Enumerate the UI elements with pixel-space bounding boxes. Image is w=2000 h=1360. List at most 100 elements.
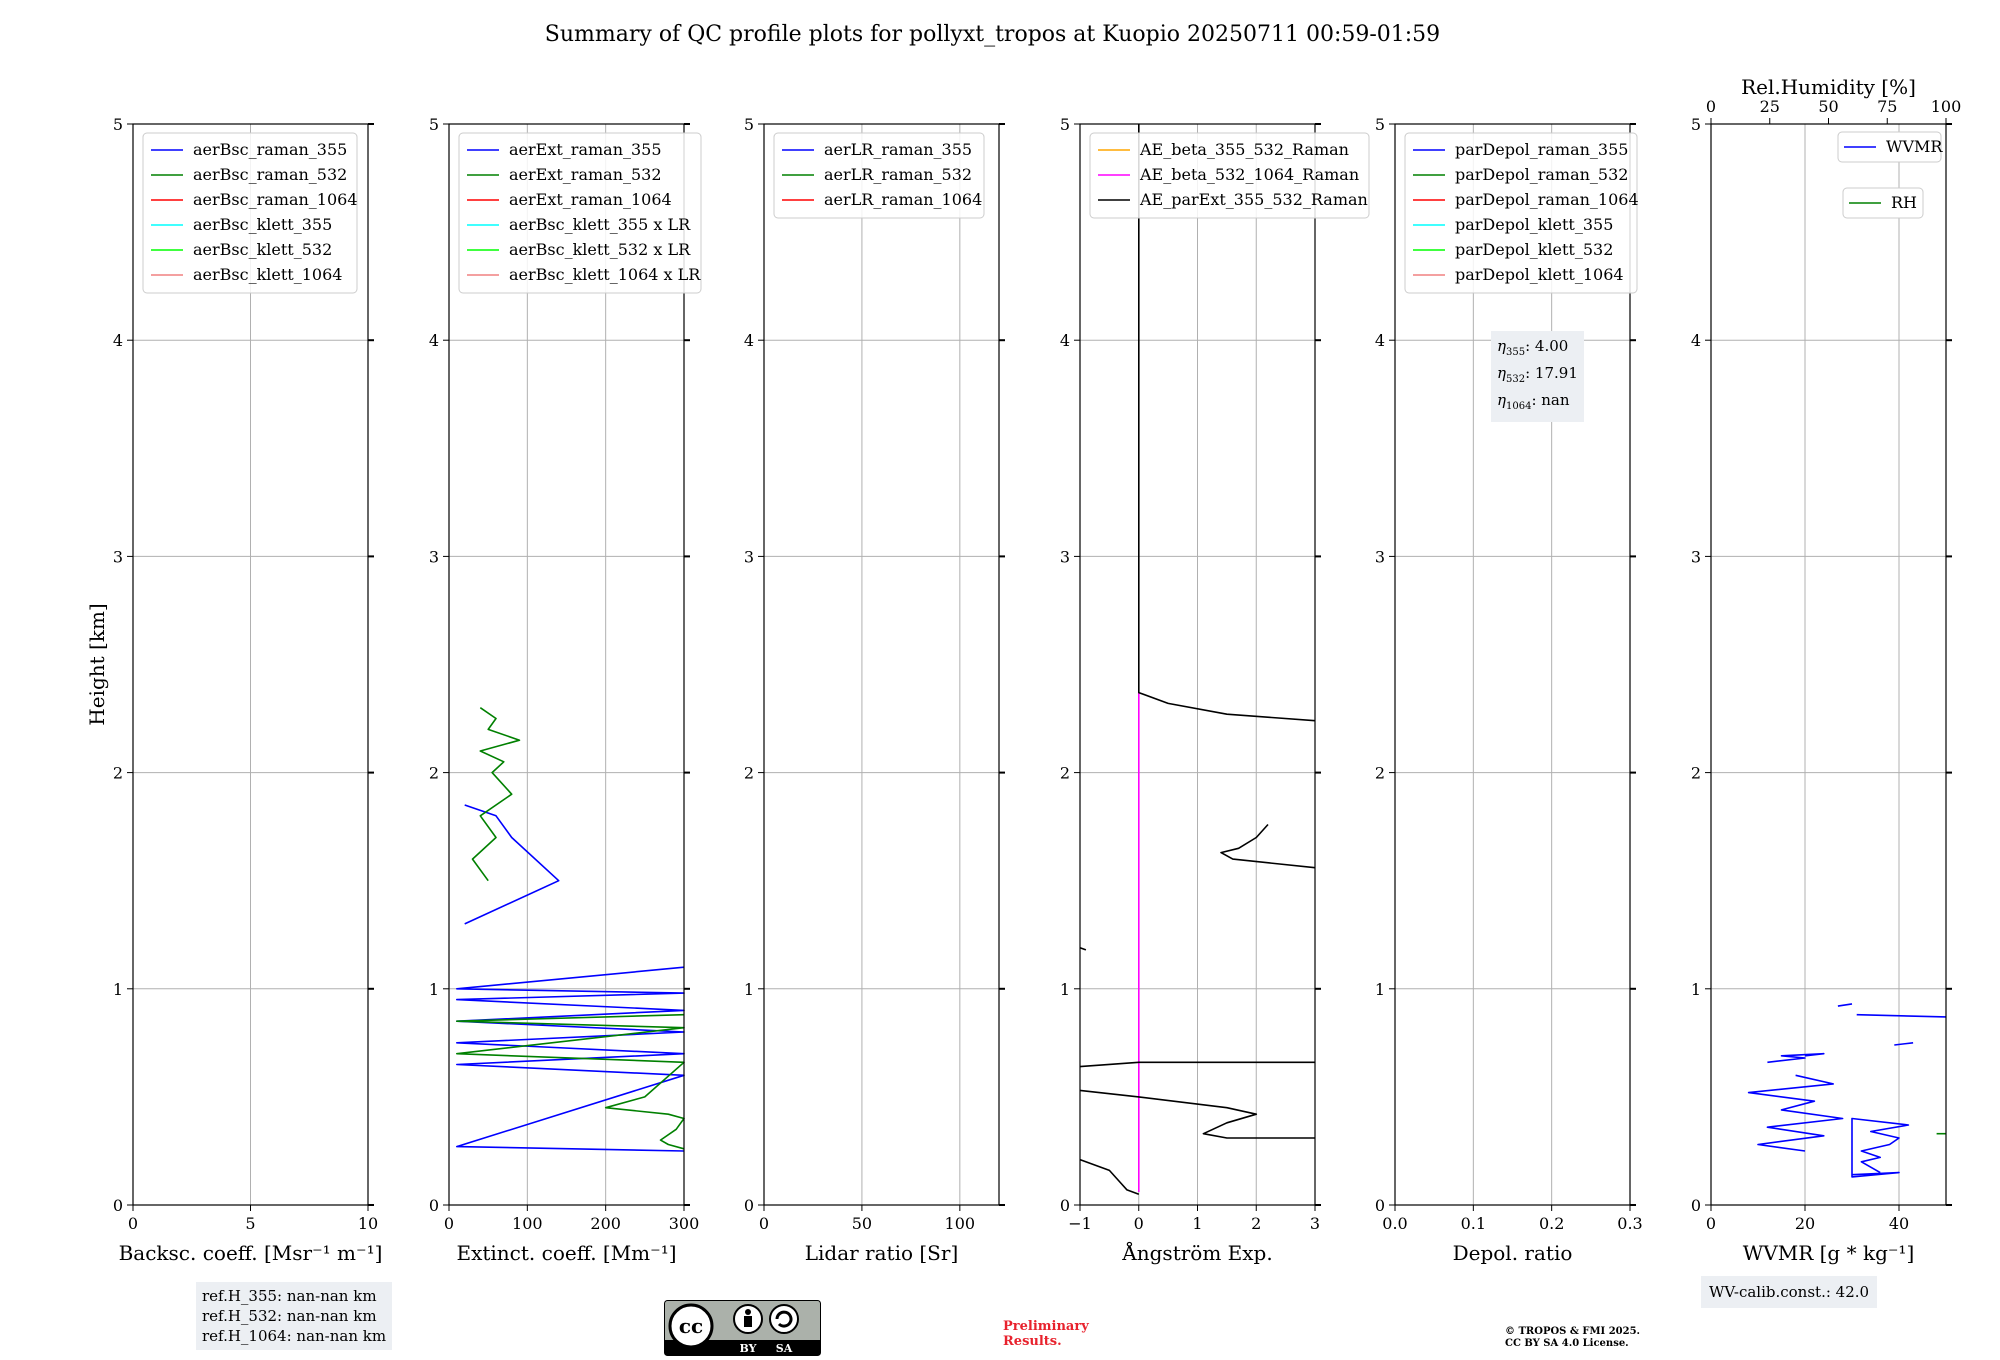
y-tick-label: 0 (1375, 1196, 1385, 1215)
series-line-wvmr-5 (1837, 1003, 1853, 1007)
y-tick-label: 5 (1375, 115, 1385, 134)
legend-label: RH (1891, 193, 1917, 212)
y-tick-label: 0 (1060, 1196, 1070, 1215)
legend-label: aerBsc_raman_532 (193, 165, 347, 184)
legend-label: aerBsc_klett_355 (193, 215, 332, 234)
legend-label: aerExt_raman_532 (509, 165, 662, 184)
x-axis-label: Lidar ratio [Sr] (805, 1241, 959, 1265)
legend-box (1404, 132, 1638, 294)
figure-title: Summary of QC profile plots for pollyxt_… (544, 22, 1441, 47)
y-tick-label: 4 (1691, 331, 1701, 350)
series-line-angstrom-6 (1079, 1158, 1140, 1195)
legend-label: WVMR (1886, 137, 1943, 156)
x-axis-label: Backsc. coeff. [Msr⁻¹ m⁻¹] (119, 1241, 383, 1265)
legend-label: aerLR_raman_532 (824, 165, 972, 184)
x-axis-label: Ångström Exp. (1121, 1240, 1272, 1265)
y-tick-label: 4 (429, 331, 439, 350)
legend-label: aerBsc_klett_532 (193, 240, 332, 259)
y-tick-label: 3 (1375, 547, 1385, 566)
x-tick-label: 100 (512, 1214, 543, 1233)
x-tick-label: 50 (852, 1214, 872, 1233)
series-line-wvmr-0 (1851, 1117, 1910, 1178)
legend-label: AE_beta_355_532_Raman (1139, 140, 1349, 159)
x-axis-label: Depol. ratio (1453, 1241, 1573, 1265)
y-tick-label: 2 (1060, 764, 1070, 783)
y-tick-label: 2 (429, 764, 439, 783)
x-tick-label: 0 (759, 1214, 769, 1233)
legend-label: aerBsc_raman_355 (193, 140, 347, 159)
ref-height-532: ref.H_532: nan-nan km (202, 1307, 377, 1325)
svg-text:cc: cc (679, 1314, 703, 1338)
legend-label: aerLR_raman_1064 (824, 190, 982, 209)
x-axis-label: WVMR [g * kg⁻¹] (1743, 1241, 1915, 1265)
legend-box (1842, 187, 1924, 219)
x-tick-label: 0.3 (1617, 1214, 1642, 1233)
y-tick-label: 2 (744, 764, 754, 783)
legend-box (1089, 132, 1370, 219)
x-tick-label: 20 (1795, 1214, 1815, 1233)
series-line-extinction-3 (455, 1013, 685, 1150)
legend-label: aerBsc_klett_532 x LR (509, 240, 691, 259)
y-tick-label: 5 (429, 115, 439, 134)
x-tick-label: 0 (444, 1214, 454, 1233)
y-tick-label: 0 (744, 1196, 754, 1215)
legend-label: aerBsc_klett_1064 (193, 265, 342, 284)
x-tick-label: 0.1 (1461, 1214, 1486, 1233)
plot-frame (448, 123, 685, 1206)
cc-sa-label: SA (776, 1342, 793, 1355)
x2-tick-label: 100 (1931, 97, 1962, 116)
x-tick-label: 0 (128, 1214, 138, 1233)
legend-label: aerLR_raman_355 (824, 140, 972, 159)
legend-label: aerBsc_raman_1064 (193, 190, 358, 209)
ref-height-1064: ref.H_1064: nan-nan km (202, 1327, 387, 1345)
y-tick-label: 1 (429, 980, 439, 999)
panel-backscatter: 0 5 10 0 1 2 3 4 5 Backsc. coeff. [Msr⁻¹ m⁻¹] Heig… (85, 115, 382, 1265)
y-tick-label: 4 (1060, 331, 1070, 350)
y-tick-label: 1 (744, 980, 754, 999)
series-line-angstrom-1 (1138, 124, 1316, 722)
y-tick-label: 3 (429, 547, 439, 566)
cc-by-sa-badge-icon: cc BY SA (664, 1300, 821, 1356)
legend-label: AE_beta_532_1064_Raman (1139, 165, 1359, 184)
x-tick-label: 200 (590, 1214, 621, 1233)
legend-label: parDepol_klett_1064 (1455, 265, 1624, 284)
y-tick-label: 3 (1691, 547, 1701, 566)
plot-frame (763, 123, 1000, 1206)
series-line-wvmr-2 (1767, 1052, 1825, 1064)
y-tick-label: 1 (1691, 980, 1701, 999)
legend-label: AE_parExt_355_532_Raman (1139, 190, 1368, 209)
y-tick-label: 5 (1060, 115, 1070, 134)
x2-tick-label: 0 (1706, 97, 1716, 116)
legend-label: parDepol_klett_532 (1455, 240, 1613, 259)
y-tick-label: 3 (1060, 547, 1070, 566)
series-line-extinction-0 (464, 804, 560, 925)
eta-box: η355: 4.00 η532: 17.91 η1064: nan (1491, 331, 1584, 422)
eta-1064: η1064: nan (1497, 391, 1570, 412)
y-tick-label: 2 (113, 764, 123, 783)
ref-height-box: ref.H_355: nan-nan km ref.H_532: nan-nan… (196, 1282, 393, 1350)
x-tick-label: −1 (1068, 1214, 1092, 1233)
plot-frame (1394, 123, 1631, 1206)
x-tick-label: 3 (1310, 1214, 1320, 1233)
legend-box (773, 132, 985, 219)
legend-label: parDepol_raman_1064 (1455, 190, 1639, 209)
legend-label: parDepol_raman_532 (1455, 165, 1628, 184)
x-tick-label: 0 (1134, 1214, 1144, 1233)
y-tick-label: 4 (744, 331, 754, 350)
y-tick-label: 3 (113, 547, 123, 566)
x-axis-label: Extinct. coeff. [Mm⁻¹] (456, 1241, 676, 1265)
y-tick-label: 1 (1375, 980, 1385, 999)
legend-box (142, 132, 358, 294)
x2-tick-label: 75 (1877, 97, 1897, 116)
panel-lidar_ratio: 0 50 100 0 1 2 3 4 5 Lidar ratio [Sr] aerLR_raman_… (744, 115, 1005, 1265)
series-line-angstrom-5 (1079, 1089, 1315, 1139)
legend-label: aerBsc_klett_355 x LR (509, 215, 691, 234)
y-tick-label: 0 (429, 1196, 439, 1215)
x-tick-label: 5 (245, 1214, 255, 1233)
panel-depol: 0.0 0.1 0.2 0.3 0 1 2 3 4 5 Depol. ratio parDepol_r… (1375, 115, 1643, 1265)
y-tick-label: 5 (1691, 115, 1701, 134)
y-tick-label: 5 (113, 115, 123, 134)
x-tick-label: 2 (1251, 1214, 1261, 1233)
